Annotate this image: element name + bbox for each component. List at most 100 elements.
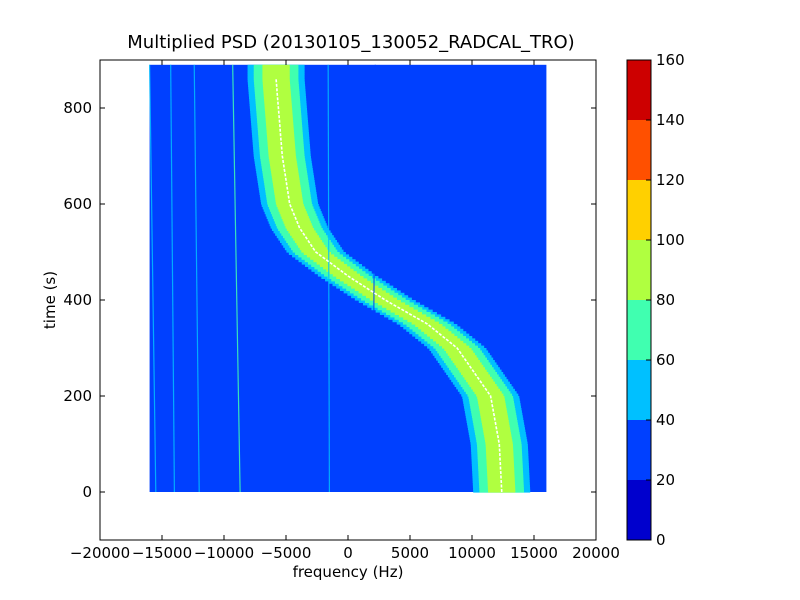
signal-band-cell [275,201,304,205]
signal-band-cell [301,249,329,253]
signal-band-cell [274,189,302,193]
signal-band-cell [282,218,310,222]
colorbar-tick-label: 120 [656,171,685,189]
signal-band-cell [271,175,300,179]
signal-band-cell [403,316,431,320]
signal-band-cell [441,345,470,349]
colorbar-segment [627,420,651,480]
y-tick-label: 0 [82,483,92,501]
chart-title: Multiplied PSD (20130105_130052_RADCAL_T… [127,32,574,53]
colorbar-tick-label: 20 [656,471,675,489]
signal-band-cell [457,367,485,371]
signal-band-cell [262,69,290,73]
signal-band-cell [394,312,423,315]
heatmap-layer [149,64,547,493]
spectral-line [193,64,200,493]
signal-band-cell [262,64,290,68]
y-tick-label: 400 [63,291,92,309]
signal-band-cell [452,360,480,363]
signal-band-cell [266,122,294,126]
x-tick-label: −20000 [70,544,130,562]
colorbar-tick-label: 80 [656,291,675,309]
signal-band-cell [277,206,305,210]
signal-band-cell [484,436,512,440]
signal-band-cell [262,67,290,71]
y-axis-label: time (s) [41,271,59,329]
colorbar-tick-label: 40 [656,411,675,429]
colorbar-tick-label: 140 [656,111,685,129]
signal-band-cell [471,386,499,390]
signal-band-cell [329,271,357,275]
signal-band-cell [326,268,354,272]
signal-band-cell [486,456,514,459]
colorbar-segment [627,180,651,240]
signal-band-cell [279,211,307,215]
x-tick-label: −10000 [194,544,254,562]
signal-band-cell [476,393,504,397]
signal-band-cell [447,352,475,356]
signal-band-cell [262,76,290,80]
signal-band-cell [262,72,290,75]
signal-band-cell [418,326,446,330]
x-tick-label: −15000 [132,544,192,562]
colorbar-tick-label: 100 [656,231,685,249]
colorbar-tick-label: 0 [656,531,666,549]
signal-band-cell [481,420,509,423]
signal-band-cell [485,441,513,445]
signal-band-cell [485,446,514,450]
colorbar-segment [627,240,651,300]
signal-band-cell [487,472,515,476]
signal-band-cell [390,309,418,313]
signal-band-cell [487,477,515,481]
signal-band-cell [487,487,516,491]
x-tick-label: 5000 [391,544,429,562]
y-tick-label: 600 [63,195,92,213]
signal-band-cell [267,139,295,143]
x-axis: −20000 −15000 −10000 −5000 0 5000 10000 15000 20… [70,60,620,562]
colorbar-segment [627,480,651,540]
spectral-line [372,64,376,493]
x-axis-label: frequency (Hz) [293,563,404,581]
signal-band-cell [288,230,316,234]
signal-band-cell [263,86,291,90]
signal-band-cell [466,379,494,383]
signal-band-cell [487,482,515,486]
colorbar-segment [627,300,651,360]
colorbar-segment [627,360,651,420]
signal-band-cell [268,148,296,152]
y-tick-label: 200 [63,387,92,405]
signal-band-cell [272,180,300,183]
signal-band-cell [323,266,351,270]
colorbar-segment [627,120,651,180]
x-tick-label: 10000 [448,544,496,562]
x-tick-label: 20000 [572,544,620,562]
signal-band-cell [268,153,296,157]
signal-band-cell [265,117,293,121]
signal-band-cell [267,144,296,147]
colorbar-tick-label: 60 [656,351,675,369]
x-tick-label: 15000 [510,544,558,562]
signal-band-cell [462,374,491,378]
colorbar-segment [627,60,651,120]
signal-band-cell [263,91,291,95]
signal-band-cell [273,184,301,188]
signal-band-cell [262,81,291,85]
signal-center-trace [275,79,503,493]
colorbar: 0 20 40 60 80 100 120 140 160 [626,51,685,549]
signal-band-cell [479,410,508,414]
signal-band-cell [439,343,467,347]
spectral-line [232,64,241,493]
signal-band-cell [486,451,514,455]
signal-band-cell [421,328,449,332]
signal-band-cell [482,424,510,428]
signal-band-cell [262,74,290,78]
signal-band-cell [269,158,297,162]
spectral-line [327,64,330,493]
signal-band-cell [265,112,293,116]
y-tick-label: 800 [63,99,92,117]
y-axis: 0 200 400 600 800 [63,99,596,501]
signal-band-cell [296,242,324,246]
colorbar-tick-label: 160 [656,51,685,69]
signal-band-cell [284,223,312,227]
